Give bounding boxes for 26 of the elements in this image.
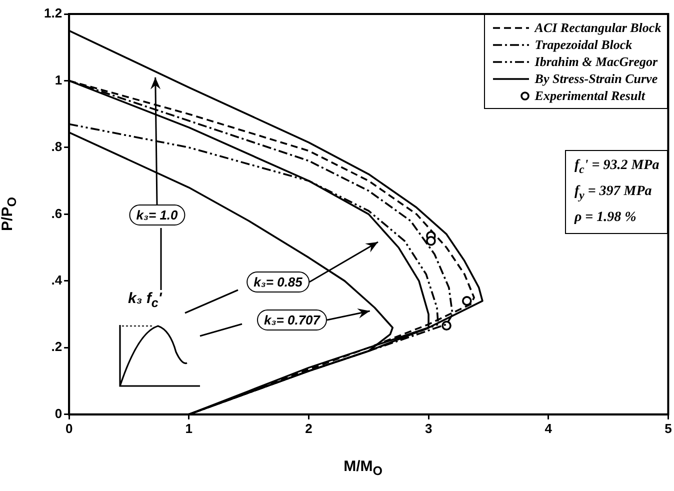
y-tick-label: .6 (51, 206, 62, 221)
x-axis-title: M/M$_{O}$ (344, 458, 383, 478)
legend-label: ACI Rectangular Block (534, 20, 662, 36)
y-tick-label: 1 (54, 72, 62, 88)
annotation: k₃= 0.707 (256, 310, 328, 330)
x-tick-label: 3 (424, 420, 432, 436)
y-tick-label: 1.2 (44, 6, 62, 21)
y-tick-label: .2 (51, 339, 62, 354)
legend-label: Ibrahim & MacGregor (534, 54, 658, 70)
annotation: f$_{c}$' = 93.2 MPa (574, 157, 660, 178)
legend-label: Experimental Result (534, 88, 645, 104)
annotation: ρ = 1.98 % (574, 208, 638, 227)
annotation: k₃= 1.0 (129, 204, 185, 226)
annotation: k₃= 0.85 (246, 272, 310, 292)
x-tick-label: 1 (185, 420, 193, 436)
x-tick-label: 2 (305, 420, 312, 436)
y-tick-label: .4 (51, 272, 63, 288)
x-tick-label: 5 (664, 420, 672, 436)
x-tick-label: 0 (65, 420, 73, 436)
y-tick-label: .8 (51, 139, 62, 154)
legend-label: By Stress-Strain Curve (534, 70, 658, 86)
annotation: k₃ f$_{c}$' (128, 290, 162, 310)
y-tick-label: 0 (54, 406, 62, 421)
legend-label: Trapezoidal Block (534, 36, 632, 52)
annotation: f$_{y}$ = 397 MPa (574, 182, 653, 204)
x-tick-label: 4 (544, 420, 553, 436)
